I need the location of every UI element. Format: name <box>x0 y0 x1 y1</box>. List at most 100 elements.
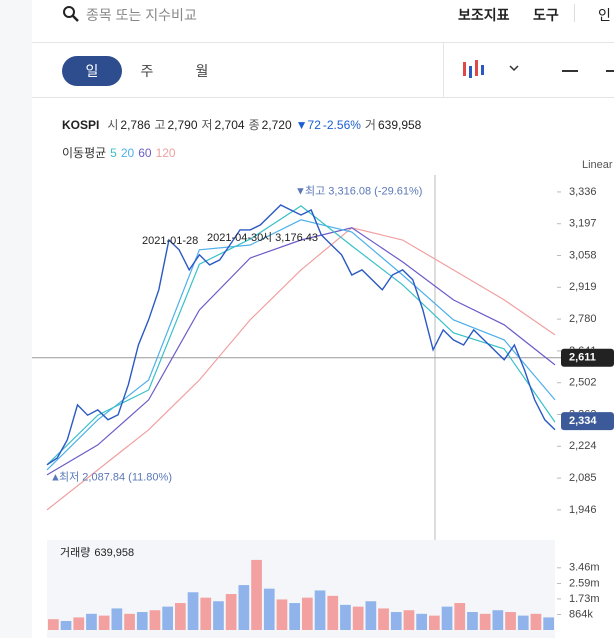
symbol: KOSPI <box>62 118 100 132</box>
volume-bar <box>187 592 199 630</box>
annotation: 2021-01-28 <box>142 235 198 247</box>
volume-bar <box>390 612 402 630</box>
volume-bar <box>111 608 123 630</box>
volume-bar <box>225 594 237 630</box>
volume-bar <box>175 603 186 630</box>
menu-item[interactable]: 보조지표 <box>458 7 510 23</box>
annotation: 시 3,176.43 <box>262 232 318 244</box>
y-tick-label: 2,780 <box>569 313 597 325</box>
ma-line <box>46 205 556 466</box>
volume-value: 639,958 <box>377 118 422 132</box>
volume-bar <box>365 601 377 630</box>
volume-tick-label: 864k <box>569 608 593 620</box>
volume-bar <box>314 590 326 630</box>
period-tab[interactable]: 월 <box>195 63 209 79</box>
divider <box>32 42 614 43</box>
ma-line <box>46 227 556 511</box>
volume-bar <box>441 606 453 630</box>
low-arrow: ▲ <box>50 471 61 483</box>
y-tick-label: 1,946 <box>569 504 597 516</box>
price-box-label: 2,334 <box>569 415 597 427</box>
scale-label: Linear <box>582 159 613 171</box>
field-value: 2,720 <box>261 118 292 132</box>
field-value: 2,704 <box>214 118 245 132</box>
volume-bar <box>352 606 364 630</box>
y-tick-label: 3,058 <box>569 249 597 261</box>
low-label: 최저 2,087.84 (11.80%) <box>59 470 172 483</box>
volume-bar <box>340 604 351 630</box>
ohlc-info: KOSPI 시 2,786 고 2,790 저 2,704 종 2,720 ▼72 -2.56% 거 6… <box>62 116 421 133</box>
volume-bar <box>238 585 250 630</box>
volume-bar <box>467 612 478 630</box>
volume-bar <box>276 599 288 630</box>
legend-entry: 120 <box>155 146 176 160</box>
change: ▼72 <box>295 118 321 132</box>
volume-bar <box>479 613 491 630</box>
volume-tick-label: 2.59m <box>569 577 600 589</box>
volume-bar <box>60 621 72 630</box>
volume-bar <box>98 615 110 630</box>
volume-bar <box>429 615 440 630</box>
volume-tick-label: 3.46m <box>569 562 600 574</box>
volume-bar <box>149 610 161 630</box>
volume-bar <box>73 617 85 630</box>
period-tab[interactable]: 일 <box>62 56 122 86</box>
volume-bar <box>48 619 59 630</box>
volume-label: 거 <box>364 118 376 132</box>
legend-entry: 5 <box>110 146 117 160</box>
volume-title-text: 거래량 <box>60 546 90 559</box>
price-box <box>561 412 614 431</box>
y-tick-label: 2,502 <box>569 377 597 389</box>
field-label: 종 <box>248 118 260 132</box>
volume-bar <box>124 613 135 630</box>
high-label: 최고 3,316.08 (-29.61%) <box>305 184 422 197</box>
ma-legend: 이동평균 5 20 60 120 <box>62 144 180 161</box>
y-tick-label: 3,197 <box>569 218 597 230</box>
volume-title: 거래량 639,958 <box>60 546 134 559</box>
price-box-label: 2,611 <box>569 352 596 364</box>
menu-item[interactable]: 도구 <box>533 7 559 23</box>
y-tick-label: 2,085 <box>569 472 597 484</box>
volume-bar <box>86 613 97 630</box>
volume-bar <box>136 612 148 630</box>
search-input[interactable]: 종목 또는 지수비교 <box>86 7 197 23</box>
divider <box>32 97 614 98</box>
separator <box>443 42 444 97</box>
ma-title: 이동평균 <box>62 146 107 160</box>
price-line <box>46 204 556 466</box>
chart-type-button[interactable] <box>460 58 530 82</box>
period-tab[interactable]: 주 <box>140 63 154 79</box>
volume-tick-label: 1.73m <box>569 593 600 605</box>
volume-bar <box>403 610 415 630</box>
volume-bar <box>454 603 466 630</box>
line-tool[interactable] <box>606 70 614 72</box>
volume-bar <box>492 610 504 630</box>
annotation: 2021-04-30 <box>207 232 263 244</box>
field-label: 시 <box>107 118 119 132</box>
volume-bar <box>162 606 173 630</box>
line-tool[interactable] <box>562 70 578 72</box>
price-box <box>561 348 614 367</box>
search-icon[interactable] <box>62 5 80 23</box>
volume-bar <box>378 608 389 630</box>
field-value: 2,790 <box>167 118 198 132</box>
legend-entry: 20 <box>120 146 135 160</box>
volume-bar <box>530 613 542 630</box>
volume-bar <box>213 601 224 630</box>
field-label: 저 <box>201 118 213 132</box>
change-pct: -2.56% <box>322 118 361 132</box>
side-strip <box>0 0 32 638</box>
y-tick-label: 2,224 <box>569 440 597 452</box>
y-tick-label: 3,336 <box>569 186 597 198</box>
field-label: 고 <box>154 118 166 132</box>
y-tick-label: 2,919 <box>569 281 597 293</box>
volume-bar <box>302 597 313 630</box>
volume-bar <box>200 597 212 630</box>
menu-item[interactable]: 인 <box>598 7 611 23</box>
high-arrow: ▼ <box>295 185 306 197</box>
volume-bar <box>416 613 427 630</box>
volume-bar <box>543 617 554 630</box>
volume-bar <box>289 603 300 630</box>
